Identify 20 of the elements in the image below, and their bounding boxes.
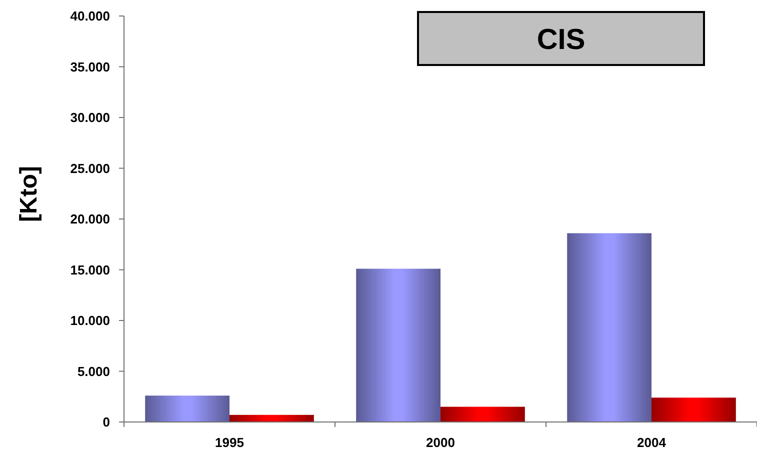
- x-tick-label: 1995: [215, 435, 244, 450]
- bar: [652, 398, 736, 422]
- y-tick-label: 5.000: [77, 364, 110, 379]
- bar: [145, 396, 230, 422]
- y-tick-label: 25.000: [70, 160, 110, 176]
- y-tick-label: 40.000: [70, 8, 110, 24]
- x-tick-label: 2000: [426, 435, 455, 450]
- y-tick-label: 15.000: [70, 262, 110, 278]
- y-tick-label: 35.000: [70, 59, 110, 74]
- bar: [567, 233, 652, 422]
- x-tick-label: 2004: [637, 435, 667, 450]
- y-tick-label: 20.000: [70, 212, 110, 227]
- bar: [230, 414, 314, 422]
- bar: [440, 406, 525, 422]
- y-tick-label: 30.000: [70, 110, 110, 126]
- chart-title: CIS: [536, 24, 586, 56]
- bar: [356, 268, 440, 422]
- y-tick-label: 0: [102, 414, 110, 430]
- y-tick-label: 10.000: [70, 313, 110, 328]
- y-axis-title: [Kto]: [15, 166, 42, 222]
